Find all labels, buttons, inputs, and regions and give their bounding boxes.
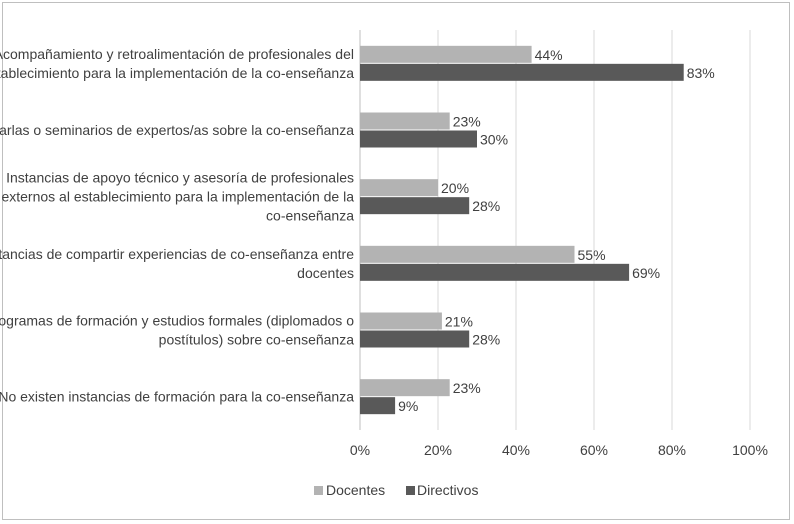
bar-docentes <box>360 179 438 197</box>
x-tick-label: 100% <box>732 442 768 458</box>
gridlines <box>359 30 751 430</box>
bars: 44%83%23%30%20%28%55%69%21%28%23%9% <box>360 45 715 415</box>
x-tick-label: 0% <box>350 442 370 458</box>
legend-swatch-docentes <box>314 486 323 495</box>
x-tick-label: 80% <box>658 442 686 458</box>
x-tick-label: 40% <box>502 442 530 458</box>
bar-docentes <box>360 312 442 330</box>
legend-label-directivos: Directivos <box>417 482 478 498</box>
data-label: 23% <box>453 380 481 396</box>
category-labels: Acompañamiento y retroalimentación de pr… <box>0 46 354 405</box>
data-label: 21% <box>445 314 473 330</box>
data-label: 20% <box>441 180 469 196</box>
bar-directivos <box>360 330 470 348</box>
bar-docentes <box>360 45 532 63</box>
data-label: 69% <box>632 265 660 281</box>
category-label: Instancias de apoyo técnico y asesoría d… <box>1 170 354 224</box>
legend-swatch-directivos <box>406 486 415 495</box>
bar-docentes <box>360 379 450 397</box>
bar-directivos <box>360 130 477 148</box>
data-label: 28% <box>472 198 500 214</box>
data-label: 28% <box>472 332 500 348</box>
legend: Docentes Directivos <box>314 482 478 498</box>
data-label: 9% <box>398 398 418 414</box>
category-label: Programas de formación y estudios formal… <box>0 313 354 348</box>
x-tick-label: 60% <box>580 442 608 458</box>
data-label: 55% <box>578 247 606 263</box>
category-label: No existen instancias de formación para … <box>0 389 354 405</box>
category-label: Acompañamiento y retroalimentación de pr… <box>0 46 354 81</box>
category-label: Charlas o seminarios de expertos/as sobr… <box>0 122 354 138</box>
legend-label-docentes: Docentes <box>326 482 385 498</box>
bar-docentes <box>360 245 575 263</box>
data-label: 23% <box>453 114 481 130</box>
bar-directivos <box>360 63 684 81</box>
data-label: 30% <box>480 132 508 148</box>
bar-directivos <box>360 263 630 281</box>
bar-docentes <box>360 112 450 130</box>
bar-directivos <box>360 197 470 215</box>
data-label: 44% <box>535 47 563 63</box>
data-label: 83% <box>687 65 715 81</box>
x-tick-labels: 0% 20% 40% 60% 80% 100% <box>350 442 768 458</box>
x-tick-label: 20% <box>424 442 452 458</box>
category-label: Instancias de compartir experiencias de … <box>0 246 354 281</box>
bar-directivos <box>360 397 396 415</box>
